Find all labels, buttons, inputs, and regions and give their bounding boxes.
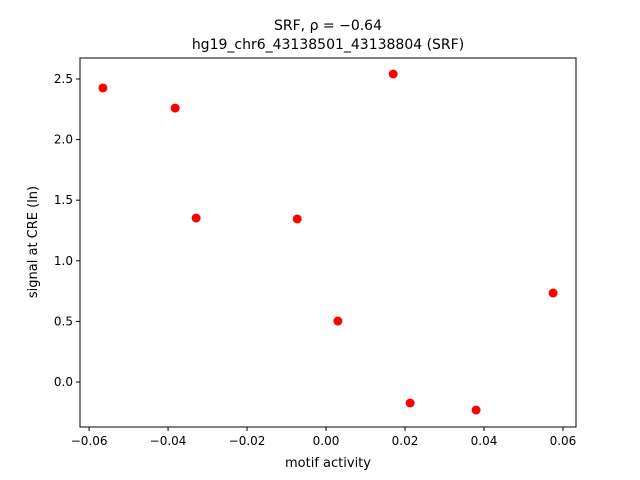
y-tick-label: 1.0 bbox=[54, 254, 73, 268]
x-axis-label: motif activity bbox=[285, 456, 371, 471]
point bbox=[292, 214, 302, 224]
x-tick-label: 0.02 bbox=[392, 434, 419, 448]
x-tick-label: 0.04 bbox=[471, 434, 498, 448]
y-tick-label: 0.5 bbox=[54, 314, 73, 328]
y-tick-label: 1.5 bbox=[54, 193, 73, 207]
point bbox=[333, 316, 343, 326]
x-tick-label: 0.00 bbox=[313, 434, 340, 448]
x-tick-label: −0.06 bbox=[71, 434, 108, 448]
point bbox=[98, 83, 108, 93]
chart-title: SRF, ρ = −0.64 bbox=[274, 18, 382, 34]
y-tick-label: 2.5 bbox=[54, 72, 73, 86]
point bbox=[388, 69, 398, 79]
point bbox=[471, 405, 481, 415]
point bbox=[548, 288, 558, 298]
plot-frame bbox=[79, 57, 577, 428]
y-tick-label: 0.0 bbox=[54, 375, 73, 389]
point bbox=[405, 398, 415, 408]
y-tick-label: 2.0 bbox=[54, 133, 73, 147]
y-axis-label: signal at CRE (ln) bbox=[26, 186, 41, 298]
x-tick-label: 0.06 bbox=[550, 434, 577, 448]
x-tick-label: −0.04 bbox=[150, 434, 187, 448]
point bbox=[191, 213, 201, 223]
point bbox=[170, 103, 180, 113]
chart-subtitle: hg19_chr6_43138501_43138804 (SRF) bbox=[192, 37, 464, 53]
x-tick-label: −0.02 bbox=[229, 434, 266, 448]
